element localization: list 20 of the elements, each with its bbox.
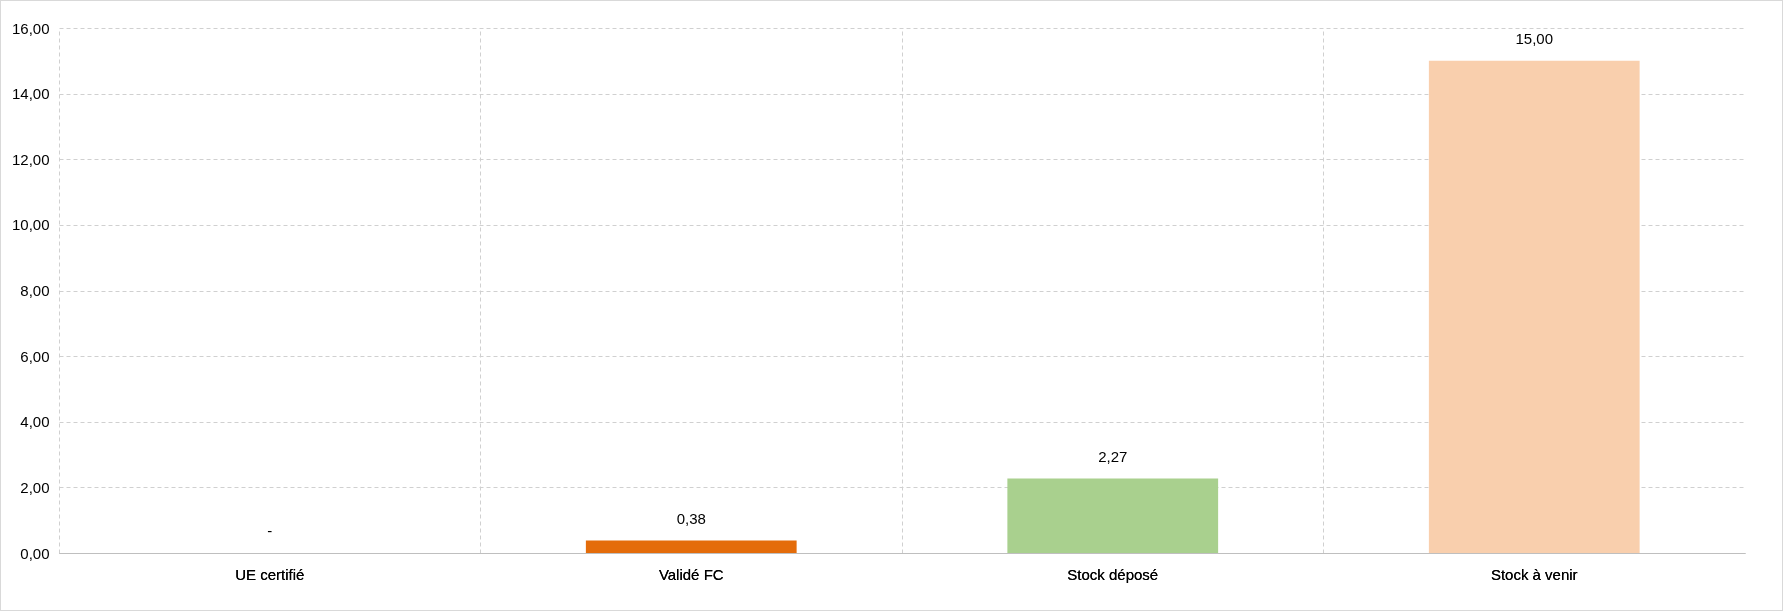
data-label: - bbox=[267, 522, 273, 539]
y-tick-label: 4,00 bbox=[20, 413, 50, 431]
data-label: 0,38 bbox=[676, 509, 706, 527]
y-tick-label: 12,00 bbox=[11, 150, 50, 168]
x-tick-label: Stock à venir bbox=[1490, 565, 1578, 583]
y-tick-label: 14,00 bbox=[11, 85, 50, 103]
y-tick-label: 8,00 bbox=[20, 282, 50, 299]
y-tick-label: 16,00 bbox=[11, 19, 50, 37]
y-tick-label: 2,00 bbox=[20, 478, 50, 496]
x-tick-label: Stock déposé bbox=[1067, 565, 1159, 583]
data-label: 2,27 bbox=[1098, 447, 1128, 465]
y-tick-label: 10,00 bbox=[11, 216, 50, 234]
y-tick-label: 0,00 bbox=[20, 544, 50, 562]
bar bbox=[1428, 60, 1640, 553]
y-tick-label: 6,00 bbox=[20, 347, 50, 365]
x-tick-label: UE certifié bbox=[235, 565, 305, 583]
bar bbox=[1007, 478, 1219, 553]
data-label: 15,00 bbox=[1515, 29, 1554, 47]
x-tick-label: Validé FC bbox=[658, 565, 724, 583]
bar bbox=[585, 540, 797, 553]
